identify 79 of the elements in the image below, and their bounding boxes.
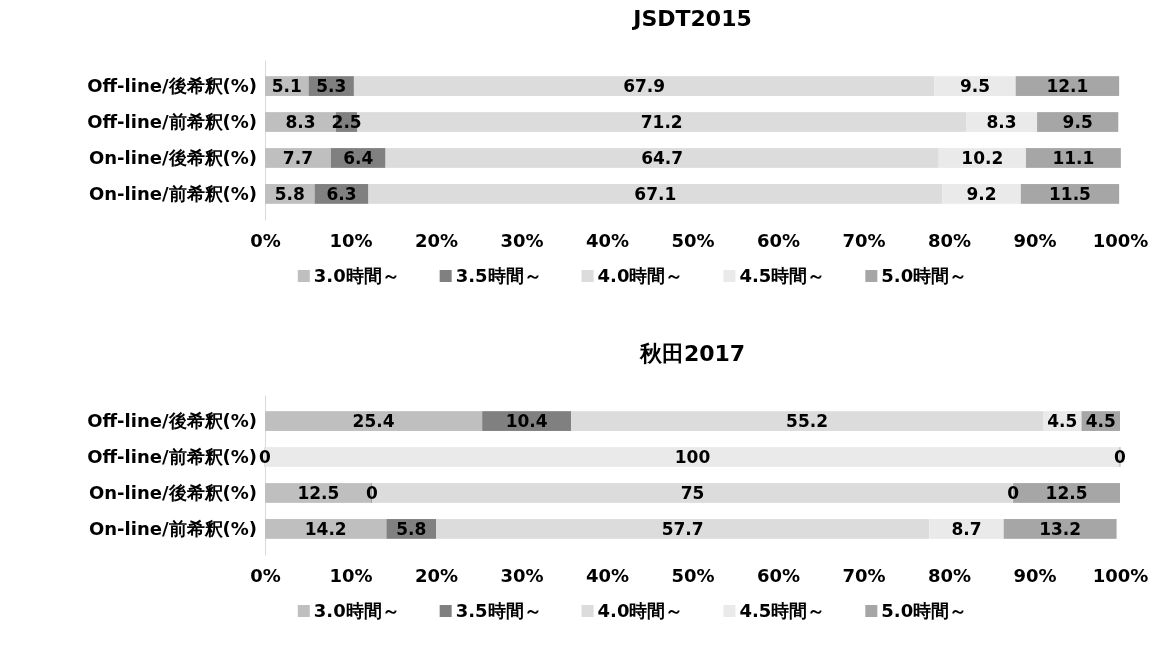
x-tick-label: 80% <box>927 564 972 586</box>
legend-label: 4.5時間～ <box>739 265 826 286</box>
data-label: 5.8 <box>396 518 427 539</box>
data-label: 8.3 <box>986 112 1017 133</box>
y-tick-label: On-line/後希釈(%) <box>88 146 257 168</box>
y-tick-label: On-line/前希釈(%) <box>88 517 257 539</box>
data-label: 25.4 <box>352 411 395 432</box>
data-label: 100 <box>674 447 711 468</box>
x-tick-label: 10% <box>329 564 373 586</box>
x-tick-label: 90% <box>1013 564 1057 586</box>
x-tick-label: 40% <box>585 229 630 251</box>
data-label: 13.2 <box>1039 518 1082 539</box>
x-tick-label: 60% <box>756 229 801 251</box>
y-tick-label: Off-line/前希釈(%) <box>87 445 257 467</box>
data-label: 67.9 <box>623 76 666 97</box>
x-tick-label: 20% <box>414 229 459 251</box>
legend-label: 4.5時間～ <box>739 600 826 621</box>
data-label: 14.2 <box>304 518 347 539</box>
x-tick-label: 30% <box>500 564 544 586</box>
data-label: 0 <box>365 482 378 503</box>
x-tick-label: 70% <box>842 564 886 586</box>
legend-label: 4.0時間～ <box>597 265 684 286</box>
data-label: 7.7 <box>282 147 313 168</box>
data-label: 12.5 <box>1045 482 1088 503</box>
data-label: 5.1 <box>271 76 302 97</box>
x-tick-label: 10% <box>329 229 373 251</box>
data-label: 4.5 <box>1047 411 1078 432</box>
y-tick-label: Off-line/前希釈(%) <box>87 110 257 132</box>
data-label: 5.3 <box>316 76 347 97</box>
data-label: 71.2 <box>640 112 683 133</box>
legend-label: 4.0時間～ <box>597 600 684 621</box>
data-label: 9.5 <box>1062 112 1093 133</box>
legend-label: 5.0時間～ <box>881 265 968 286</box>
x-tick-label: 20% <box>414 564 459 586</box>
data-label: 6.4 <box>343 147 374 168</box>
x-tick-label: 40% <box>585 564 630 586</box>
data-label: 10.4 <box>505 411 548 432</box>
data-label: 5.8 <box>274 183 305 204</box>
data-label: 57.7 <box>661 518 704 539</box>
x-tick-label: 70% <box>842 229 886 251</box>
data-label: 64.7 <box>641 147 684 168</box>
x-tick-label: 60% <box>756 564 801 586</box>
legend-label: 3.0時間～ <box>313 600 400 621</box>
data-label: 4.5 <box>1085 411 1116 432</box>
y-tick-label: Off-line/後希釈(%) <box>87 409 257 431</box>
data-label: 75 <box>680 482 705 503</box>
data-label: 9.5 <box>960 76 991 97</box>
y-tick-label: Off-line/後希釈(%) <box>87 74 257 96</box>
data-label: 12.1 <box>1046 76 1089 97</box>
x-tick-label: 90% <box>1013 229 1057 251</box>
x-tick-label: 0% <box>250 564 281 586</box>
y-tick-label: On-line/前希釈(%) <box>88 182 257 204</box>
legend-label: 3.0時間～ <box>313 265 400 286</box>
data-label: 67.1 <box>634 183 677 204</box>
x-tick-label: 50% <box>671 229 715 251</box>
x-tick-label: 30% <box>500 229 544 251</box>
legend-label: 5.0時間～ <box>881 600 968 621</box>
legend-label: 3.5時間～ <box>455 600 542 621</box>
data-label: 11.5 <box>1049 183 1091 204</box>
data-label: 6.3 <box>326 183 357 204</box>
chart-title: JSDT2015 <box>631 6 752 31</box>
data-label: 10.2 <box>961 147 1004 168</box>
x-tick-label: 100% <box>1092 229 1149 251</box>
data-label: 8.3 <box>285 112 316 133</box>
x-tick-label: 100% <box>1092 564 1149 586</box>
data-label: 12.5 <box>297 482 340 503</box>
legend-label: 3.5時間～ <box>455 265 542 286</box>
x-tick-label: 50% <box>671 564 715 586</box>
x-tick-label: 0% <box>250 229 281 251</box>
data-label: 0 <box>1114 447 1127 468</box>
data-label: 55.2 <box>786 411 829 432</box>
data-label: 0 <box>1007 482 1020 503</box>
data-label: 11.1 <box>1052 147 1095 168</box>
chart-title: 秋田2017 <box>638 341 746 366</box>
data-label: 9.2 <box>966 183 997 204</box>
y-tick-label: On-line/後希釈(%) <box>88 481 257 503</box>
data-label: 0 <box>259 447 272 468</box>
data-label: 8.7 <box>951 518 982 539</box>
x-tick-label: 80% <box>927 229 972 251</box>
